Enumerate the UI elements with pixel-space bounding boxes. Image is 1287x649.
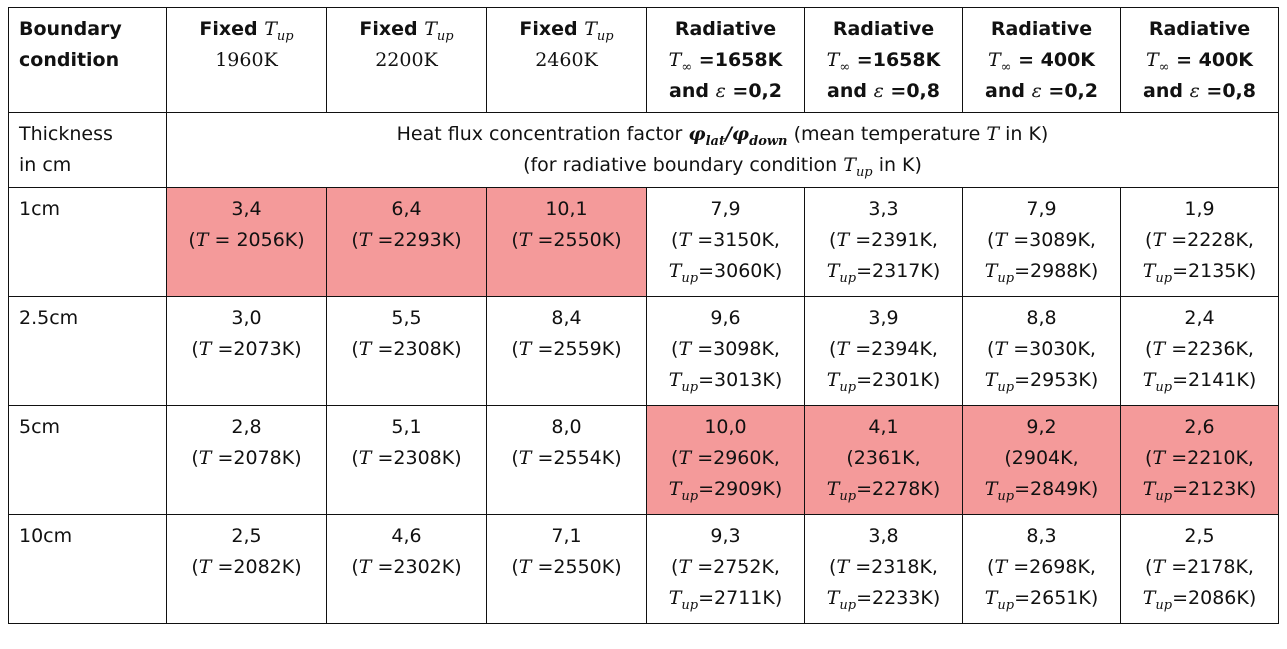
thickness-cell: 1cm [8,187,167,297]
table-row: 1cm 3,4 (T = 2056K) 6,4 (T =2293K) 10,1 … [8,187,1279,297]
fixed-value-cell: 4,6 (T =2302K) [326,514,487,624]
corner-header: Boundary condition [8,7,167,113]
fixed-value-cell: 10,1 (T =2550K) [486,187,647,297]
fixed-header-2200: Fixed Tup 2200K [326,7,487,113]
fixed-value-cell: 5,5 (T =2308K) [326,296,487,406]
radiative-value-cell: 2,6 (T =2210K, Tup=2123K) [1120,405,1279,515]
radiative-value-cell: 9,2 (2904K, Tup=2849K) [962,405,1121,515]
fixed-value-cell: 2,8 (T =2078K) [166,405,327,515]
radiative-value-cell: 4,1 (2361K, Tup=2278K) [804,405,963,515]
radiative-value-cell: 2,5 (T =2178K, Tup=2086K) [1120,514,1279,624]
results-table: Boundary condition Fixed Tup 1960K Fixed… [8,7,1279,624]
radiative-value-cell: 7,9 (T =3089K, Tup=2988K) [962,187,1121,297]
fixed-value-cell: 8,0 (T =2554K) [486,405,647,515]
fixed-value-cell: 6,4 (T =2293K) [326,187,487,297]
fixed-value-cell: 3,4 (T = 2056K) [166,187,327,297]
radiative-header-1: Radiative T∞ =1658K and ε =0,2 [646,7,805,113]
fixed-value-cell: 2,5 (T =2082K) [166,514,327,624]
radiative-value-cell: 9,6 (T =3098K, Tup=3013K) [646,296,805,406]
thickness-cell: 5cm [8,405,167,515]
table-row: 2.5cm 3,0 (T =2073K) 5,5 (T =2308K) 8,4 … [8,296,1279,406]
fixed-header-1960: Fixed Tup 1960K [166,7,327,113]
radiative-value-cell: 3,3 (T =2391K, Tup=2317K) [804,187,963,297]
radiative-value-cell: 9,3 (T =2752K, Tup=2711K) [646,514,805,624]
radiative-value-cell: 10,0 (T =2960K, Tup=2909K) [646,405,805,515]
radiative-value-cell: 7,9 (T =3150K, Tup=3060K) [646,187,805,297]
fixed-value-cell: 5,1 (T =2308K) [326,405,487,515]
thickness-row: Thickness in cm Heat flux concentration … [8,112,1279,188]
radiative-value-cell: 3,9 (T =2394K, Tup=2301K) [804,296,963,406]
radiative-value-cell: 8,3 (T =2698K, Tup=2651K) [962,514,1121,624]
radiative-header-3: Radiative T∞ = 400K and ε =0,2 [962,7,1121,113]
radiative-value-cell: 2,4 (T =2236K, Tup=2141K) [1120,296,1279,406]
fixed-value-cell: 7,1 (T =2550K) [486,514,647,624]
radiative-header-2: Radiative T∞ =1658K and ε =0,8 [804,7,963,113]
header-row: Boundary condition Fixed Tup 1960K Fixed… [8,7,1279,113]
radiative-value-cell: 1,9 (T =2228K, Tup=2135K) [1120,187,1279,297]
radiative-value-cell: 8,8 (T =3030K, Tup=2953K) [962,296,1121,406]
table-row: 10cm 2,5 (T =2082K) 4,6 (T =2302K) 7,1 (… [8,514,1279,624]
thickness-cell: 2.5cm [8,296,167,406]
table-row: 5cm 2,8 (T =2078K) 5,1 (T =2308K) 8,0 (T… [8,405,1279,515]
heat-flux-description: Heat flux concentration factor φlat/φdow… [166,112,1279,188]
fixed-value-cell: 3,0 (T =2073K) [166,296,327,406]
thickness-label: Thickness in cm [8,112,167,188]
fixed-value-cell: 8,4 (T =2559K) [486,296,647,406]
radiative-header-4: Radiative T∞ = 400K and ε =0,8 [1120,7,1279,113]
radiative-value-cell: 3,8 (T =2318K, Tup=2233K) [804,514,963,624]
thickness-cell: 10cm [8,514,167,624]
fixed-header-2460: Fixed Tup 2460K [486,7,647,113]
